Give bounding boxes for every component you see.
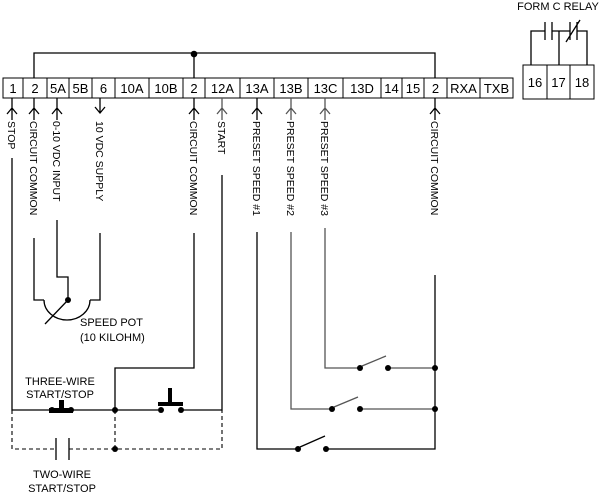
lower-wiring — [11, 158, 438, 460]
terminal-label: 1 — [9, 81, 16, 96]
terminal-label: 5B — [73, 81, 89, 96]
terminal-label: RXA — [450, 81, 477, 96]
wire-labels: STOP CIRCUIT COMMON 0-10 VDC INPUT 10 VD… — [5, 121, 440, 216]
label-preset-speed-2: PRESET SPEED #2 — [284, 121, 296, 216]
speed-pot-label: SPEED POT — [80, 317, 143, 329]
terminal-label: 13C — [314, 81, 338, 96]
terminal-label: 13D — [350, 81, 374, 96]
relay-terminal-label: 17 — [551, 75, 565, 90]
terminal-label: 5A — [50, 81, 66, 96]
terminal-block: 1 2 5A 5B 6 10A 10B 2 12A 13A 13B 13C 13D 14 15 2 RXA TXB — [2, 77, 514, 99]
relay-terminal-box — [522, 64, 548, 100]
terminal-label: 2 — [31, 81, 38, 96]
label-10-vdc-supply: 10 VDC SUPPLY — [93, 121, 105, 201]
two-wire-label: TWO-WIRE — [33, 469, 91, 481]
label-preset-speed-1: PRESET SPEED #1 — [250, 121, 262, 216]
form-c-relay-symbol — [530, 19, 588, 65]
junction-dot — [190, 50, 198, 58]
label-circuit-common: CIRCUIT COMMON — [187, 121, 199, 215]
terminal-box — [479, 77, 514, 99]
three-wire-label-2: START/STOP — [26, 389, 94, 401]
terminal-label: 10A — [120, 81, 143, 96]
label-circuit-common: CIRCUIT COMMON — [27, 121, 39, 215]
terminal-label: 14 — [384, 81, 398, 96]
relay-terminal-box — [569, 64, 595, 100]
relay-terminal-block: 16 17 18 — [522, 64, 595, 100]
label-preset-speed-3: PRESET SPEED #3 — [318, 121, 330, 216]
label-start: START — [215, 121, 227, 155]
terminal-label: 10B — [154, 81, 177, 96]
relay-terminal-label: 18 — [575, 75, 589, 90]
label-stop: STOP — [5, 121, 17, 149]
common-bus — [33, 52, 436, 78]
relay-terminal-label: 16 — [528, 75, 542, 90]
terminal-label: 13B — [279, 81, 302, 96]
terminal-wires — [6, 98, 441, 120]
label-0-10-vdc-input: 0-10 VDC INPUT — [50, 121, 62, 202]
label-circuit-common: CIRCUIT COMMON — [428, 121, 440, 215]
terminal-label: 12A — [211, 81, 234, 96]
terminal-label: 2 — [190, 81, 197, 96]
terminal-label: TXB — [484, 81, 509, 96]
terminal-label: 6 — [100, 81, 107, 96]
relay-title: FORM C RELAY — [517, 1, 599, 13]
three-wire-label: THREE-WIRE — [25, 376, 95, 388]
two-wire-label-2: START/STOP — [28, 483, 96, 494]
speed-pot-value: (10 KILOHM) — [80, 332, 145, 344]
terminal-label: 15 — [406, 81, 420, 96]
terminal-label: 2 — [432, 81, 439, 96]
terminal-label: 13A — [245, 81, 268, 96]
